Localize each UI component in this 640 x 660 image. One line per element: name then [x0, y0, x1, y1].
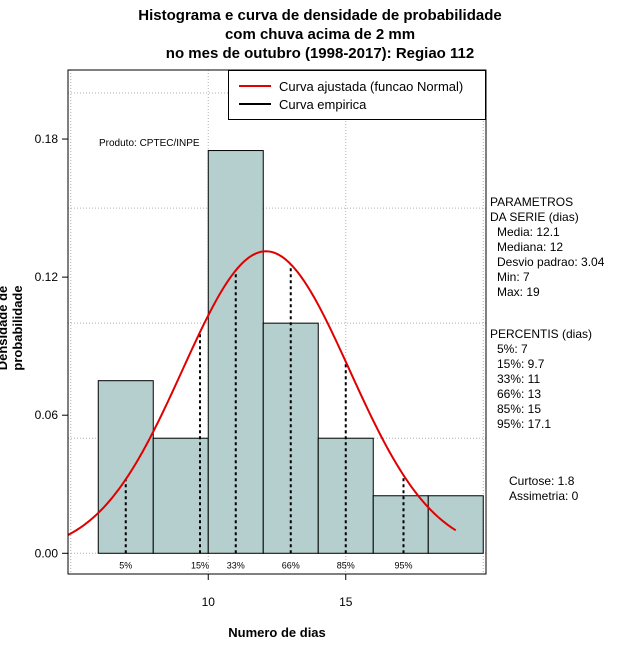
param-min: Min: 7 — [497, 270, 530, 284]
chart-title-line-2: com chuva acima de 2 mm — [224, 26, 416, 43]
percentil-66: 66%: 13 — [497, 387, 542, 401]
chart-title-line-3: no mes de outubro (1998-2017): Regiao 11… — [165, 45, 475, 62]
y-tick-label: 0.12 — [35, 270, 59, 284]
legend: Curva ajustada (funcao Normal) Curva emp… — [228, 70, 486, 120]
percentile-label: 15% — [191, 560, 209, 570]
y-axis-label: Densidade de probabilidade — [0, 285, 25, 371]
percentile-label: 33% — [227, 560, 245, 570]
stat-curtose: Curtose: 1.8 — [509, 474, 575, 488]
y-tick-label: 0.06 — [35, 408, 59, 422]
param-mediana: Mediana: 12 — [497, 240, 564, 254]
legend-label-empirical: Curva empirica — [279, 96, 367, 112]
legend-label-normal: Curva ajustada (funcao Normal) — [279, 78, 464, 94]
product-credit: Produto: CPTEC/INPE — [99, 138, 200, 149]
params-header-2: DA SERIE (dias) — [490, 210, 579, 224]
param-media: Media: 12.1 — [497, 225, 560, 239]
percentil-95: 95%: 17.1 — [497, 417, 552, 431]
chart-title-line-1: Histograma e curva de densidade de proba… — [138, 7, 502, 24]
param-desvio: Desvio padrao: 3.04 — [497, 255, 605, 269]
histogram-bar — [372, 495, 429, 554]
percentil-33: 33%: 11 — [497, 372, 541, 386]
percentile-label: 85% — [337, 560, 355, 570]
percentil-15: 15%: 9.7 — [497, 357, 545, 371]
legend-item-empirical: Curva empirica — [239, 96, 366, 112]
normal-curve — [67, 250, 457, 536]
percentile-label: 5% — [119, 560, 132, 570]
percentile-label: 66% — [282, 560, 300, 570]
legend-swatch-normal — [239, 85, 271, 87]
legend-swatch-empirical — [239, 103, 271, 105]
param-max: Max: 19 — [497, 285, 540, 299]
x-tick-label: 10 — [202, 595, 216, 609]
histogram-bar — [427, 495, 484, 554]
x-axis-label: Numero de dias — [228, 625, 326, 640]
histogram-bar — [97, 380, 154, 554]
legend-item-normal: Curva ajustada (funcao Normal) — [239, 78, 463, 94]
percentile-label: 95% — [394, 560, 412, 570]
stat-assimetria: Assimetria: 0 — [509, 489, 579, 503]
percentil-5: 5%: 7 — [497, 342, 528, 356]
percentis-header: PERCENTIS (dias) — [490, 327, 593, 341]
percentil-85: 85%: 15 — [497, 402, 542, 416]
y-tick-label: 0.18 — [35, 132, 59, 146]
y-tick-label: 0.00 — [35, 546, 59, 560]
params-header-1: PARAMETROS — [490, 195, 574, 209]
x-tick-label: 15 — [339, 595, 353, 609]
